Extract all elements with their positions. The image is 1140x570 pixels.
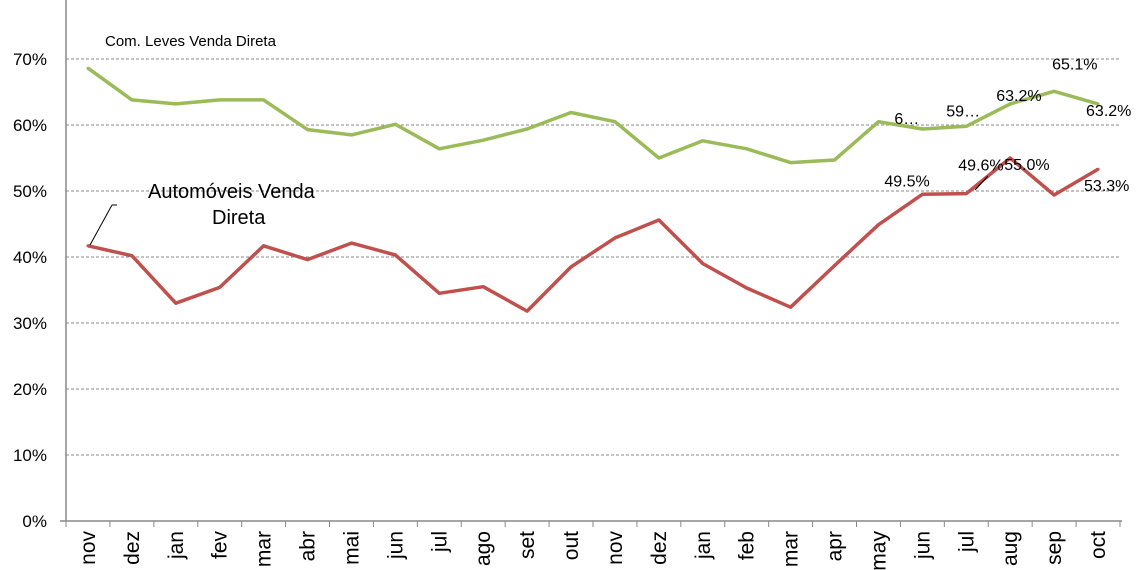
x-tick-label: oct — [1087, 531, 1110, 559]
x-tick-label: mar — [253, 531, 276, 567]
x-tick-label: sep — [1043, 531, 1066, 565]
data-point — [86, 244, 90, 248]
data-point — [437, 147, 441, 151]
data-point — [745, 286, 749, 290]
data-point — [876, 120, 880, 124]
data-label: 63.2% — [1086, 103, 1131, 120]
x-tick-label: aug — [999, 531, 1022, 566]
data-point — [833, 158, 837, 162]
data-point — [569, 265, 573, 269]
series-label-com-leves: Com. Leves Venda Direta — [105, 33, 277, 50]
series-line-automoveis — [87, 156, 1099, 313]
data-point — [218, 285, 222, 289]
data-point — [569, 110, 573, 114]
data-point — [1052, 89, 1056, 93]
y-tick-label: 20% — [13, 380, 47, 399]
data-point — [218, 98, 222, 102]
data-point — [525, 309, 529, 313]
y-tick-label: 60% — [13, 116, 47, 135]
data-point — [964, 192, 968, 196]
data-point — [657, 156, 661, 160]
data-point — [481, 285, 485, 289]
x-tick-label: dez — [648, 531, 671, 565]
data-point — [920, 127, 924, 131]
x-tick-label: set — [516, 531, 539, 559]
x-tick-label: jun — [911, 531, 934, 560]
x-tick-label: feb — [736, 531, 759, 560]
data-point — [306, 128, 310, 132]
x-tick-label: jan — [165, 531, 188, 560]
x-tick-label: jul — [428, 531, 451, 553]
y-tick-label: 50% — [13, 182, 47, 201]
series-line-com-leves — [86, 66, 1099, 165]
data-point — [1052, 193, 1056, 197]
data-point — [349, 133, 353, 137]
x-tick-label: fev — [209, 531, 232, 560]
data-label: 55.0% — [1004, 157, 1049, 174]
x-tick-label: may — [867, 531, 890, 570]
data-point — [481, 138, 485, 142]
x-tick-label: nov — [604, 531, 627, 565]
series-label-automoveis-line2: Direta — [212, 207, 266, 229]
x-tick-label: apr — [824, 531, 847, 561]
x-tick-label: ago — [472, 531, 495, 566]
y-tick-label: 40% — [13, 248, 47, 267]
data-point — [745, 147, 749, 151]
data-point — [657, 218, 661, 222]
data-point — [525, 127, 529, 131]
data-point — [393, 253, 397, 257]
data-point — [964, 124, 968, 128]
data-point — [306, 258, 310, 262]
annotation-leader-line — [89, 204, 113, 246]
data-point — [1008, 102, 1012, 106]
x-tick-label: jul — [955, 531, 978, 553]
y-tick-label: 70% — [13, 50, 47, 69]
y-tick-label: 0% — [22, 512, 47, 531]
data-point — [789, 161, 793, 165]
data-point — [393, 122, 397, 126]
x-tick-label: mai — [340, 531, 363, 565]
y-tick-label: 10% — [13, 446, 47, 465]
x-tick-label: out — [560, 531, 583, 560]
data-point — [130, 98, 134, 102]
data-label-leader-line — [974, 175, 989, 191]
data-label: 49.5% — [884, 173, 929, 190]
data-point — [1008, 156, 1012, 160]
data-point — [1096, 102, 1100, 106]
data-point — [701, 139, 705, 143]
data-point — [86, 66, 90, 70]
x-tick-label: nov — [77, 531, 100, 565]
data-point — [130, 254, 134, 258]
x-tick-label: dez — [121, 531, 144, 565]
data-point — [262, 98, 266, 102]
data-point — [174, 102, 178, 106]
x-tick-label: abr — [297, 531, 320, 561]
x-tick-label: mar — [780, 531, 803, 567]
data-point — [833, 264, 837, 268]
data-label: 59… — [946, 103, 980, 120]
data-label: 65.1% — [1052, 56, 1097, 73]
x-tick-label: jun — [384, 531, 407, 560]
x-tick-label: jan — [692, 531, 715, 560]
data-point — [920, 192, 924, 196]
data-point — [437, 291, 441, 295]
series-label-automoveis-line1: Automóveis Venda — [148, 181, 316, 203]
data-label: 6… — [894, 111, 919, 128]
data-point — [262, 244, 266, 248]
data-point — [1096, 167, 1100, 171]
data-point — [349, 241, 353, 245]
data-point — [174, 301, 178, 305]
data-point — [876, 223, 880, 227]
data-point — [789, 305, 793, 309]
data-point — [613, 236, 617, 240]
data-label: 53.3% — [1084, 178, 1129, 195]
data-label: 49.6% — [958, 158, 1003, 175]
data-point — [701, 262, 705, 266]
data-label: 63.2% — [996, 88, 1041, 105]
data-point — [613, 120, 617, 124]
y-tick-label: 30% — [13, 314, 47, 333]
